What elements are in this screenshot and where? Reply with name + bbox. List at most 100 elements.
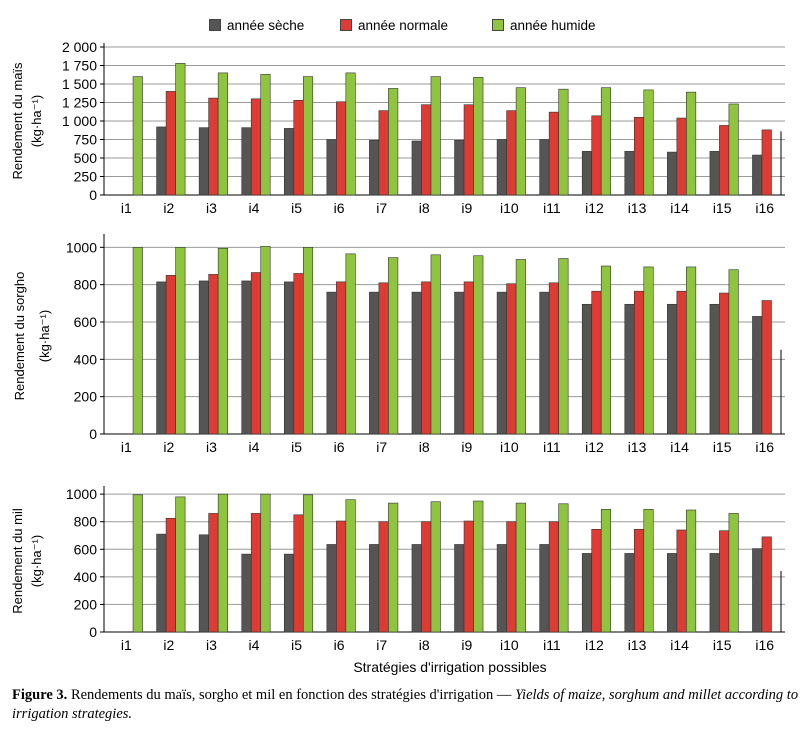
bar xyxy=(548,521,559,633)
x-tick-label: i8 xyxy=(419,637,430,653)
x-tick-label: i4 xyxy=(249,637,260,653)
x-tick-label: i6 xyxy=(334,200,345,216)
y-tick-label: 750 xyxy=(74,132,98,148)
bar xyxy=(421,281,432,435)
legend-swatch xyxy=(209,19,221,31)
legend-swatch xyxy=(492,19,504,31)
bar xyxy=(208,97,219,196)
x-tick-label: i12 xyxy=(585,200,604,216)
bar xyxy=(667,553,678,633)
bar xyxy=(506,283,517,435)
bar xyxy=(633,528,645,633)
x-tick-label: i14 xyxy=(670,200,689,216)
x-tick-label: i10 xyxy=(500,200,519,216)
bar xyxy=(591,528,602,633)
bar xyxy=(719,530,730,633)
y-tick-label: 250 xyxy=(74,169,98,185)
x-tick-label: i13 xyxy=(628,200,647,216)
bar xyxy=(676,117,687,196)
bar xyxy=(260,493,271,633)
bar xyxy=(411,291,422,435)
y-axis-label: Rendement du mil xyxy=(10,508,25,614)
x-tick-label: i14 xyxy=(670,637,689,653)
bar xyxy=(421,521,432,633)
bar xyxy=(345,499,356,633)
bar xyxy=(345,72,356,196)
bar xyxy=(336,520,347,633)
x-tick-label: i8 xyxy=(419,439,430,455)
x-tick-label: i11 xyxy=(543,200,561,216)
bar xyxy=(719,292,730,435)
bar xyxy=(175,247,186,435)
x-tick-label: i10 xyxy=(500,439,519,455)
bar xyxy=(709,303,720,435)
bar xyxy=(761,536,772,633)
y-axis-label: Rendement du sorgho xyxy=(12,272,27,401)
bar xyxy=(454,291,465,435)
bar xyxy=(473,500,484,633)
bar xyxy=(283,553,295,633)
bar xyxy=(326,291,337,435)
x-tick-label: i13 xyxy=(628,439,647,455)
y-tick-label: 600 xyxy=(74,541,98,557)
y-tick-label: 0 xyxy=(89,624,97,640)
bar xyxy=(411,544,422,633)
bar xyxy=(293,273,304,435)
x-tick-label: i12 xyxy=(585,637,604,653)
bar xyxy=(667,303,678,435)
caption-english: Yields of maize, sorghum and millet acco… xyxy=(12,687,799,722)
bar xyxy=(506,110,517,196)
bar xyxy=(581,151,593,196)
y-tick-label: 2 000 xyxy=(62,39,97,55)
bar xyxy=(624,303,635,435)
bar xyxy=(473,255,484,435)
bar xyxy=(156,126,167,196)
bar xyxy=(156,533,167,633)
bar xyxy=(558,88,569,196)
y-tick-label: 0 xyxy=(89,426,97,442)
bar xyxy=(345,253,356,435)
bar xyxy=(667,151,678,196)
x-tick-label: i16 xyxy=(755,200,774,216)
bar xyxy=(643,509,654,633)
x-tick-label: i7 xyxy=(376,637,387,653)
bar xyxy=(250,272,262,435)
x-tick-label: i5 xyxy=(291,637,302,653)
bar xyxy=(600,87,612,196)
bar xyxy=(686,266,697,435)
x-tick-label: i14 xyxy=(670,439,689,455)
bar xyxy=(165,91,176,196)
bar xyxy=(217,72,228,196)
bar xyxy=(293,514,304,633)
x-tick-label: i1 xyxy=(121,200,132,216)
x-tick-label: i3 xyxy=(206,200,217,216)
legend-label: année normale xyxy=(358,17,449,33)
x-tick-label: i15 xyxy=(713,637,732,653)
bar xyxy=(260,246,271,435)
x-tick-label: i8 xyxy=(419,200,430,216)
bar xyxy=(302,494,314,633)
caption-figure-number: Figure 3. xyxy=(12,687,68,703)
bar xyxy=(761,300,772,435)
bar xyxy=(624,553,635,633)
y-tick-label: 1 250 xyxy=(62,95,97,111)
bar xyxy=(539,139,550,196)
x-tick-label: i3 xyxy=(206,439,217,455)
bar xyxy=(600,265,612,435)
bar xyxy=(463,520,474,633)
bar xyxy=(463,281,474,435)
bar xyxy=(558,258,569,435)
y-tick-label: 200 xyxy=(74,389,98,405)
charts-figure: 0 250 500 750 1 000 1 250 1 500 1 750 2 000 Rende… xyxy=(10,39,785,675)
bar xyxy=(326,139,337,196)
x-tick-label: i5 xyxy=(291,200,302,216)
x-tick-label: i1 xyxy=(121,637,132,653)
bar xyxy=(591,115,602,196)
bar xyxy=(241,280,252,435)
y-tick-label: 800 xyxy=(74,514,98,530)
caption-french: Rendements du maïs, sorgho et mil en fon… xyxy=(67,687,516,703)
y-tick-label: 1 750 xyxy=(62,58,97,74)
bar xyxy=(496,139,507,196)
bar xyxy=(719,125,730,196)
bar xyxy=(421,104,432,196)
